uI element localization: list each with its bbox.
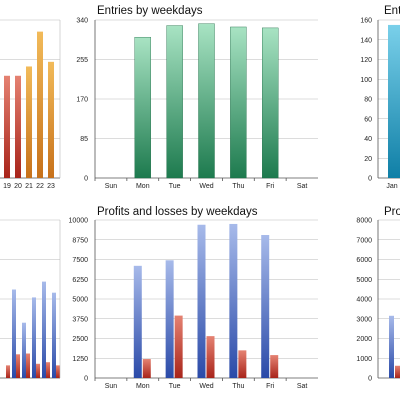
y-tick-label: 1250 <box>72 356 88 363</box>
profit-bar <box>32 297 36 378</box>
profits-and-losses-chart: 10000 8750 7500 6250 5000 3750 2500 1250 0 Profit… <box>69 206 318 390</box>
x-tick-label: Wed <box>199 383 213 390</box>
loss-bar <box>16 354 20 378</box>
x-tick-label: Sat <box>297 383 308 390</box>
x-tick-label: Mon <box>136 183 150 190</box>
loss-bar <box>270 355 279 378</box>
profit-bar <box>42 281 46 378</box>
y-tick-label: 1000 <box>356 356 372 363</box>
profit-bar <box>133 265 142 378</box>
y-tick-label: 6000 <box>356 257 372 264</box>
bar <box>262 27 279 179</box>
loss-bar <box>36 363 40 378</box>
y-tick-label: 3000 <box>356 316 372 323</box>
bar <box>4 75 10 178</box>
chart-title: Pro <box>384 206 400 218</box>
x-tick-label: Sun <box>105 383 118 390</box>
x-tick-label: Tue <box>169 183 181 190</box>
y-tick-label: 8000 <box>356 218 372 225</box>
bar <box>15 75 21 178</box>
bar <box>198 23 215 179</box>
loss-bar <box>206 336 215 378</box>
loss-bar <box>56 365 60 378</box>
y-tick-label: 160 <box>360 18 372 25</box>
x-tick-label: Sun <box>105 183 118 190</box>
y-tick-label: 5000 <box>72 297 88 304</box>
partial-chart-bottom-left <box>0 219 61 379</box>
profit-bar <box>12 289 16 378</box>
x-tick-label: Fri <box>266 183 275 190</box>
y-tick-label: 5000 <box>356 277 372 284</box>
x-tick-label: Wed <box>199 183 213 190</box>
loss-bar <box>238 350 247 378</box>
bar <box>48 61 54 178</box>
profit-bar <box>197 224 206 378</box>
profit-bar <box>52 292 56 378</box>
y-tick-label: 7500 <box>72 257 88 264</box>
y-tick-label: 10000 <box>69 218 89 225</box>
bar <box>230 26 247 179</box>
y-tick-label: 8750 <box>72 237 88 244</box>
x-tick-label: Fri <box>266 383 275 390</box>
y-tick-label: 0 <box>368 176 372 183</box>
y-tick-label: 0 <box>84 376 88 383</box>
profit-bar <box>165 260 174 378</box>
x-tick-label: Sat <box>297 183 308 190</box>
partial-chart-top-right: 160 140 120 100 80 60 40 20 0 Ent Jan <box>360 5 400 190</box>
y-tick-label: 2500 <box>72 336 88 343</box>
x-tick-label: Jan <box>386 183 397 190</box>
bar <box>134 36 151 179</box>
y-tick-label: 20 <box>364 156 372 163</box>
y-tick-label: 60 <box>364 116 372 123</box>
profit-bar <box>389 315 394 378</box>
y-tick-label: 0 <box>368 376 372 383</box>
y-tick-label: 170 <box>76 97 88 104</box>
y-tick-label: 80 <box>364 97 372 104</box>
chart-title: Entries by weekdays <box>97 5 203 17</box>
chart-title: Profits and losses by weekdays <box>97 206 258 218</box>
x-tick-label: 20 <box>14 183 22 190</box>
y-tick-label: 4000 <box>356 297 372 304</box>
profit-bar <box>229 223 238 378</box>
loss-bar <box>174 315 183 378</box>
x-tick-label: 22 <box>36 183 44 190</box>
x-tick-label: 19 <box>3 183 11 190</box>
y-tick-label: 3750 <box>72 316 88 323</box>
bar <box>388 24 400 178</box>
x-tick-label: Thu <box>232 183 244 190</box>
profit-bar <box>261 235 270 378</box>
partial-chart-bottom-right: 8000 7000 6000 5000 4000 3000 2000 1000 0 Pro <box>356 206 400 383</box>
y-tick-label: 100 <box>360 77 372 84</box>
y-tick-label: 0 <box>84 176 88 183</box>
x-tick-label: Mon <box>136 383 150 390</box>
profit-bar <box>22 322 26 378</box>
y-tick-label: 2000 <box>356 336 372 343</box>
loss-bar <box>142 359 151 378</box>
loss-bar <box>395 365 400 378</box>
y-tick-label: 85 <box>80 136 88 143</box>
y-tick-label: 6250 <box>72 277 88 284</box>
loss-bar <box>46 362 50 378</box>
y-tick-label: 255 <box>76 57 88 64</box>
y-tick-label: 120 <box>360 57 372 64</box>
chart-title: Ent <box>384 5 400 17</box>
x-tick-label: 23 <box>47 183 55 190</box>
bar <box>166 25 183 179</box>
loss-bar <box>26 353 30 378</box>
y-tick-label: 7000 <box>356 237 372 244</box>
bar <box>26 66 32 178</box>
y-tick-label: 340 <box>76 18 88 25</box>
x-tick-label: 21 <box>25 183 33 190</box>
entries-by-weekdays-chart: 340 255 170 85 0 Entries by weekdays Sun Mon Tue… <box>76 5 318 190</box>
partial-chart-top-left: 19 20 21 22 23 <box>0 19 61 190</box>
loss-bar <box>6 365 10 378</box>
x-tick-label: Thu <box>232 383 244 390</box>
y-tick-label: 140 <box>360 37 372 44</box>
bar <box>37 31 43 179</box>
y-tick-label: 40 <box>364 136 372 143</box>
x-tick-label: Tue <box>169 383 181 390</box>
